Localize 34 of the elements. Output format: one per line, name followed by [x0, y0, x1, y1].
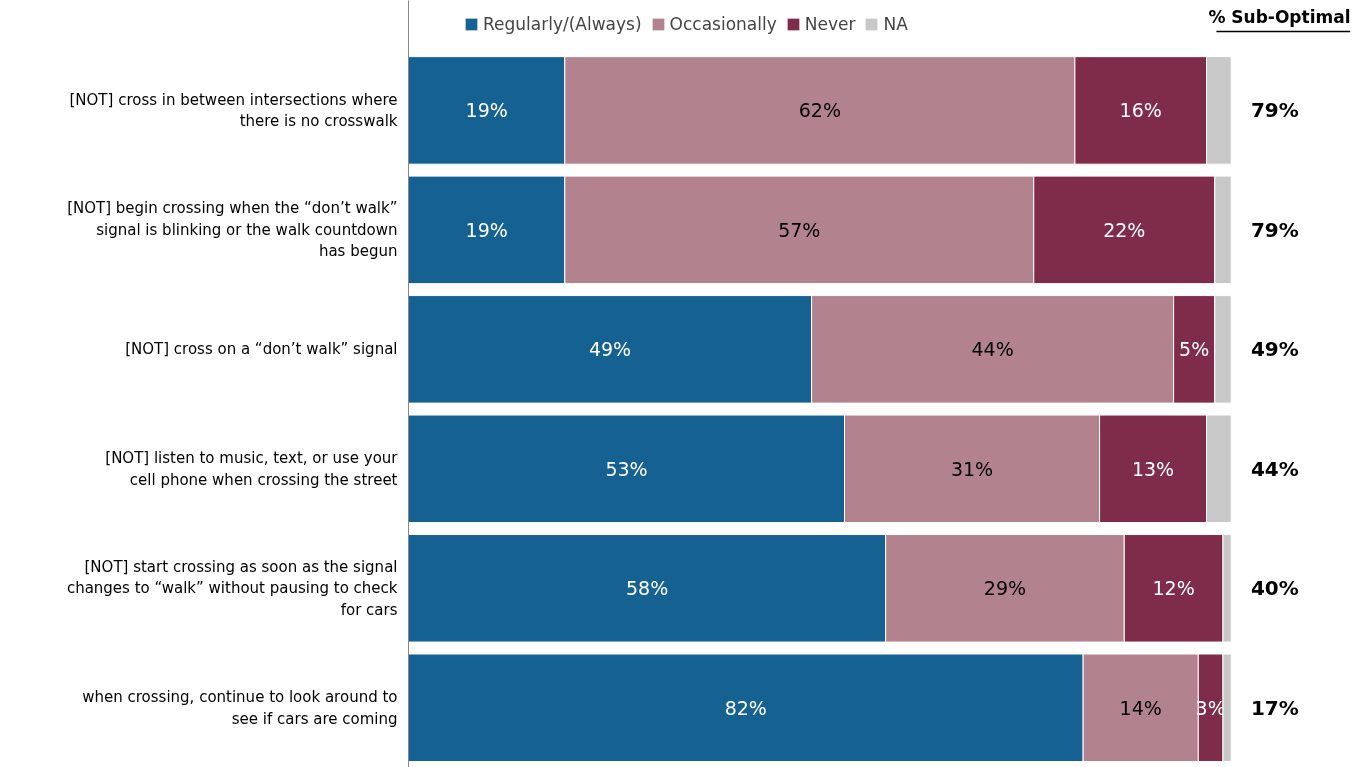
data-label: 22% — [1103, 218, 1146, 241]
data-label: 19% — [465, 99, 508, 122]
data-label: 19% — [465, 218, 508, 241]
y-tick-label: [NOT] begin crossing when the “don’t walk” signal is blinking or the walk countdown has begun — [67, 199, 398, 261]
data-label: 29% — [983, 577, 1027, 600]
text: 17% — [1250, 695, 1299, 720]
annotation: % Sub-Optimal — [1208, 7, 1351, 28]
data-label: 57% — [778, 218, 821, 241]
y-tick-label: [NOT] start crossing as soon as the signal changes to “walk” without pausing to check for cars — [66, 557, 398, 619]
y-tick-label: [NOT] listen to music, text, or use your cell phone when crossing the street — [105, 449, 399, 489]
legend-label: Occasionally — [669, 14, 777, 34]
data-label: 12% — [1152, 577, 1195, 600]
text: 79% — [1250, 217, 1299, 242]
data-label: 44% — [971, 338, 1014, 361]
y-tick-label: when crossing, continue to look around to see if cars are coming — [82, 687, 398, 728]
data-label: 62% — [798, 99, 841, 122]
text: 79% — [1250, 98, 1299, 123]
data-label: 13% — [1131, 457, 1175, 480]
y-tick-label: [NOT] cross in between intersections where there is no crosswalk — [69, 90, 398, 131]
y-tick-label: [NOT] cross on a “don’t walk” signal — [125, 340, 398, 359]
legend-label: NA — [883, 14, 908, 34]
text: 44% — [1250, 456, 1299, 481]
data-label: 53% — [605, 457, 648, 480]
text: 49% — [1250, 337, 1299, 362]
text: 40% — [1250, 576, 1299, 601]
data-label: 31% — [950, 457, 994, 480]
legend-label: Regularly/(Always) — [483, 14, 642, 34]
data-label: 16% — [1119, 99, 1162, 122]
data-label: 5% — [1179, 338, 1210, 361]
data-label: 82% — [724, 696, 767, 719]
data-label: 14% — [1119, 696, 1162, 719]
legend-label: Never — [804, 14, 856, 34]
data-label: 49% — [588, 338, 632, 361]
data-label: 58% — [625, 577, 669, 600]
